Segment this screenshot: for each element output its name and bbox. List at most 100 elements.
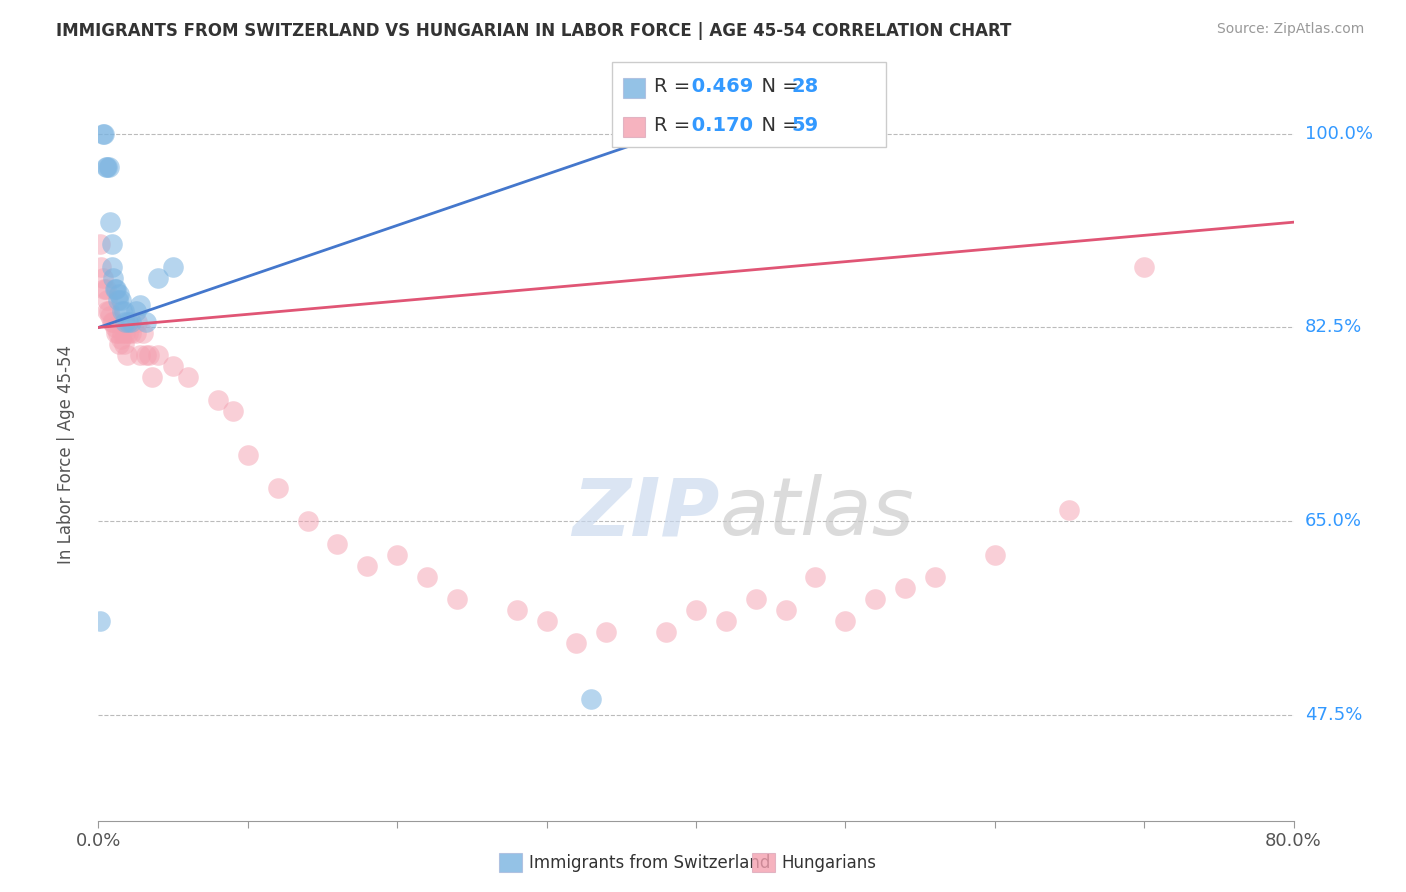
Point <box>129 348 152 362</box>
Point <box>138 348 160 362</box>
Point <box>125 303 148 318</box>
Point <box>385 548 409 562</box>
Point <box>105 282 128 296</box>
Point <box>745 592 768 607</box>
Point <box>120 326 142 340</box>
Point <box>135 315 157 329</box>
Text: 28: 28 <box>792 77 818 95</box>
Point <box>685 603 707 617</box>
Point <box>135 348 157 362</box>
Point <box>98 310 122 324</box>
Text: Immigrants from Switzerland: Immigrants from Switzerland <box>529 854 770 871</box>
Point <box>984 548 1007 562</box>
Point <box>117 315 139 329</box>
Point <box>112 337 135 351</box>
Text: ZIP: ZIP <box>572 475 720 552</box>
Point <box>162 359 184 374</box>
Point <box>101 260 124 274</box>
Point <box>94 282 117 296</box>
Point <box>148 348 170 362</box>
Point <box>97 160 120 174</box>
Text: R =: R = <box>654 77 696 95</box>
Text: N =: N = <box>749 116 806 135</box>
Text: 100.0%: 100.0% <box>1305 125 1372 143</box>
Point <box>96 160 118 174</box>
Point <box>90 260 112 274</box>
Point <box>565 636 588 650</box>
Point <box>91 270 114 285</box>
Text: 47.5%: 47.5% <box>1305 706 1362 724</box>
Point <box>297 515 319 529</box>
Point <box>132 326 155 340</box>
Point <box>110 332 132 346</box>
Point <box>356 558 378 573</box>
Text: R =: R = <box>654 116 696 135</box>
Y-axis label: In Labor Force | Age 45-54: In Labor Force | Age 45-54 <box>56 345 75 565</box>
Point <box>114 315 136 329</box>
Text: 65.0%: 65.0% <box>1305 512 1361 531</box>
Point <box>105 326 128 340</box>
Text: Hungarians: Hungarians <box>782 854 877 871</box>
Point <box>141 370 163 384</box>
Point <box>103 270 125 285</box>
Point <box>177 370 200 384</box>
Text: Source: ZipAtlas.com: Source: ZipAtlas.com <box>1216 22 1364 37</box>
Point <box>96 293 118 307</box>
Point <box>222 403 245 417</box>
Point <box>924 570 946 584</box>
Point <box>267 481 290 495</box>
Point <box>125 326 148 340</box>
Point <box>117 326 139 340</box>
Point <box>115 348 138 362</box>
Point <box>894 581 917 595</box>
Point <box>94 160 117 174</box>
Point <box>101 237 124 252</box>
Point <box>120 315 142 329</box>
Point <box>98 215 122 229</box>
Point <box>595 625 617 640</box>
Point <box>207 392 229 407</box>
Point <box>108 337 131 351</box>
Point <box>129 298 152 312</box>
Point <box>236 448 259 462</box>
Text: N =: N = <box>749 77 806 95</box>
Point <box>103 315 125 329</box>
Text: 0.170: 0.170 <box>685 116 752 135</box>
Point <box>114 326 136 340</box>
Point <box>127 315 149 329</box>
Point <box>655 127 678 141</box>
Point <box>91 127 114 141</box>
Point <box>326 536 349 550</box>
Point <box>1133 260 1156 274</box>
Point <box>107 326 129 340</box>
Text: 59: 59 <box>792 116 818 135</box>
Point <box>506 603 529 617</box>
Point <box>111 326 134 340</box>
Point <box>834 614 856 628</box>
Point <box>626 127 648 141</box>
Point <box>655 625 678 640</box>
Point <box>93 127 115 141</box>
Point <box>581 691 603 706</box>
Text: 82.5%: 82.5% <box>1305 318 1362 336</box>
Point <box>865 592 887 607</box>
Point <box>97 303 120 318</box>
Point <box>162 260 184 274</box>
Point <box>775 603 797 617</box>
Text: 0.469: 0.469 <box>685 77 754 95</box>
Point <box>108 287 131 301</box>
Point <box>107 293 129 307</box>
Text: atlas: atlas <box>720 475 915 552</box>
Point <box>89 237 111 252</box>
Point <box>446 592 468 607</box>
Text: IMMIGRANTS FROM SWITZERLAND VS HUNGARIAN IN LABOR FORCE | AGE 45-54 CORRELATION : IMMIGRANTS FROM SWITZERLAND VS HUNGARIAN… <box>56 22 1011 40</box>
Point <box>101 315 124 329</box>
Point <box>96 303 118 318</box>
Point <box>111 303 134 318</box>
Point <box>112 303 135 318</box>
Point <box>536 614 558 628</box>
Point <box>104 320 127 334</box>
Point <box>110 293 132 307</box>
Point <box>89 614 111 628</box>
Point <box>93 282 115 296</box>
